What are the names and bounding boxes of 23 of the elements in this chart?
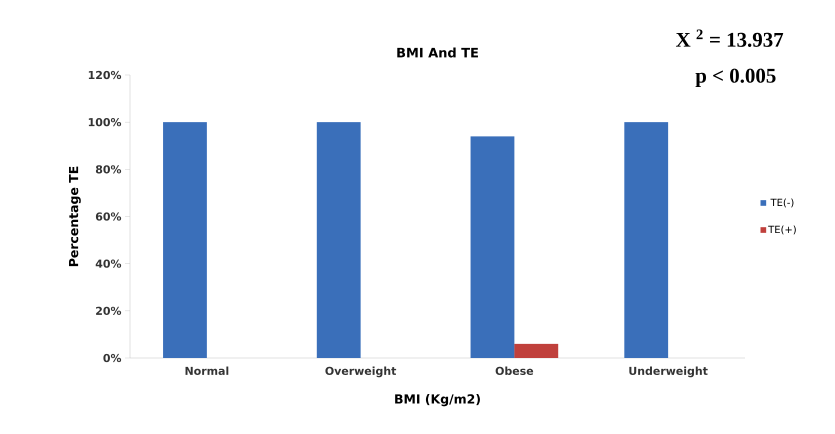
x-tick-label: Normal: [186, 366, 228, 376]
bar: [624, 122, 668, 358]
x-tick-label: Underweight: [629, 366, 708, 378]
y-tick-label: 100%: [88, 118, 122, 126]
y-tick-label: 20%: [96, 306, 122, 315]
x-tick-label: Obese: [496, 366, 534, 376]
x-axis-title: BMI (Kg/m2): [395, 394, 480, 406]
y-axis-title: Percentage TE: [69, 166, 81, 266]
legend-label: TE(-): [770, 198, 794, 208]
bar: [163, 122, 207, 358]
bar: [514, 344, 558, 358]
annotation: p < 0.005: [696, 68, 776, 88]
y-tick-label: 40%: [96, 260, 122, 268]
y-tick-label: 120%: [88, 70, 122, 80]
text: X $^{2}$ = 13.937: [676, 29, 784, 47]
bar: [470, 136, 514, 358]
bar: [316, 122, 361, 358]
y-tick-label: 0%: [103, 354, 122, 362]
y-tick-label: 60%: [96, 212, 122, 221]
chart-title: BMI And TE: [397, 47, 478, 58]
y-tick-label: 80%: [96, 165, 122, 174]
legend-label: TE(+): [768, 225, 796, 234]
x-tick-label: Overweight: [325, 366, 396, 378]
